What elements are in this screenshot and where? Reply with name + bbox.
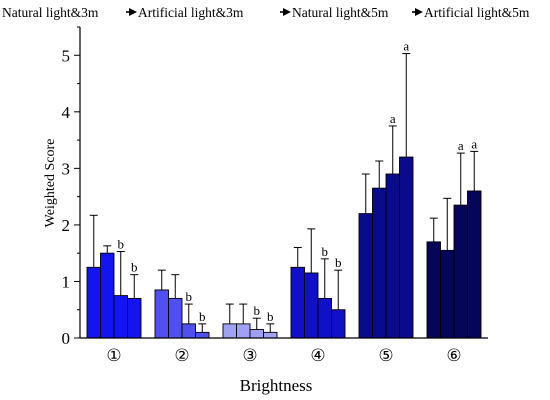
- significance-label: b: [267, 309, 274, 324]
- bar-c5-s4: [399, 156, 414, 339]
- bar-c6-s4: [467, 190, 482, 339]
- bar-c1-s2: [100, 252, 115, 339]
- bar-c1-s1: [86, 266, 101, 339]
- bar-c2-s1: [154, 289, 169, 339]
- bar-c3-s3: [249, 329, 264, 339]
- bar-c5-s2: [372, 187, 387, 339]
- x-tick-label: ⑤: [378, 346, 393, 365]
- significance-label: a: [458, 138, 464, 153]
- legend: Natural light&3m Artificial light&3m Natur…: [2, 5, 530, 20]
- bar-c5-s3: [385, 173, 400, 339]
- x-tick-label: ⑥: [446, 346, 461, 365]
- bar-c4-s4: [331, 309, 346, 339]
- legend-item-2: Artificial light&3m: [138, 5, 244, 20]
- y-tick-label: 4: [62, 103, 71, 122]
- significance-label: a: [390, 111, 396, 126]
- bar-c2-s2: [168, 297, 183, 339]
- significance-label: b: [186, 289, 193, 304]
- bar-c6-s2: [440, 249, 455, 339]
- y-axis-label: Weighted Score: [43, 139, 58, 228]
- y-tick-label: 3: [62, 159, 71, 178]
- bar-c3-s1: [222, 323, 237, 339]
- significance-label: b: [254, 303, 261, 318]
- bar-c6-s1: [426, 241, 441, 339]
- legend-arrow-head: [129, 8, 137, 16]
- significance-label: a: [403, 39, 409, 54]
- x-tick-label: ③: [242, 346, 257, 365]
- x-tick-label: ②: [174, 346, 189, 365]
- bar-c3-s4: [263, 331, 278, 339]
- axes: 0 1 2 3 4 5 ① ② ③ ④ ⑤ ⑥: [62, 26, 488, 365]
- bar-c3-s2: [236, 323, 251, 339]
- bar-c2-s4: [195, 331, 210, 339]
- y-tick-label: 0: [62, 329, 71, 348]
- bar-c6-s3: [453, 204, 468, 339]
- significance-label: b: [118, 236, 125, 251]
- bar-c1-s4: [127, 297, 142, 339]
- legend-arrow-head: [415, 8, 423, 16]
- x-tick-label: ①: [106, 346, 121, 365]
- y-tick-label: 2: [62, 216, 71, 235]
- bar-c1-s3: [113, 295, 128, 339]
- legend-item-4: Artificial light&5m: [424, 5, 530, 20]
- significance-label: b: [335, 255, 342, 270]
- bar-c2-s3: [181, 323, 196, 339]
- x-axis-label: Brightness: [240, 376, 313, 395]
- y-tick-label: 5: [62, 46, 71, 65]
- bar-c5-s1: [358, 213, 373, 339]
- significance-label: b: [322, 244, 329, 259]
- significance-label: b: [131, 260, 138, 275]
- bar-c4-s1: [290, 266, 305, 339]
- bar-c4-s3: [317, 297, 332, 339]
- bar-c4-s2: [304, 272, 319, 339]
- legend-arrow-head: [283, 8, 291, 16]
- legend-item-1: Natural light&3m: [2, 5, 99, 20]
- y-tick-label: 1: [62, 272, 71, 291]
- legend-item-3: Natural light&5m: [292, 5, 389, 20]
- significance-label: a: [471, 136, 477, 151]
- significance-label: b: [199, 309, 206, 324]
- x-tick-label: ④: [310, 346, 325, 365]
